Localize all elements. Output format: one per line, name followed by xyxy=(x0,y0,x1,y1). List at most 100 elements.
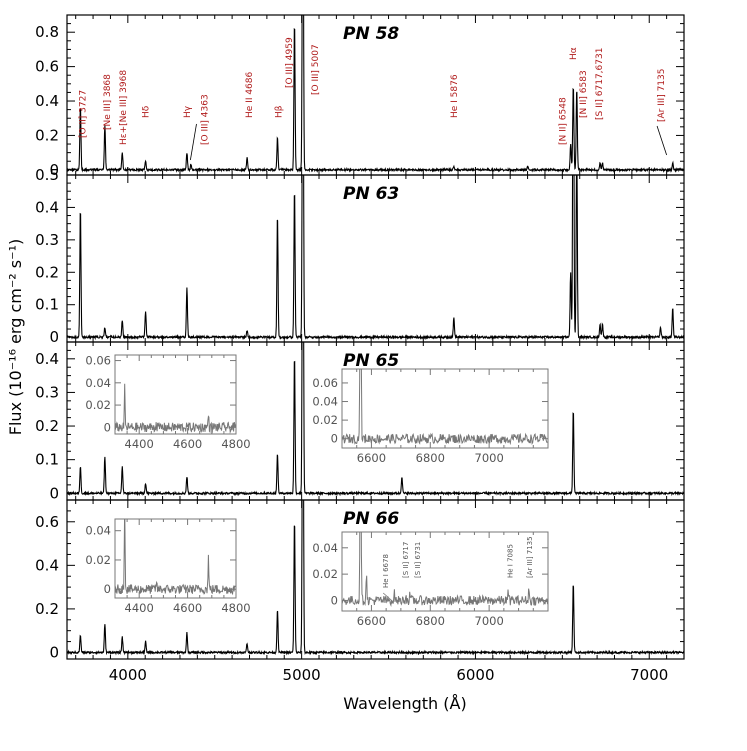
inset-x-tick-label: 4600 xyxy=(173,601,202,615)
inset-x-tick-label: 6600 xyxy=(357,451,386,465)
inset-line-label: He I 7085 xyxy=(506,544,514,578)
panel-pn-63: 0 0.1 0.2 0.3 0.4 0.5 PN 63 xyxy=(35,166,685,346)
inset-spectrum-line xyxy=(115,519,236,596)
inset-y-tick-label: 0 xyxy=(331,593,338,607)
inset-y-tick-label: 0.02 xyxy=(312,413,338,427)
inset-x-tick-label: 4600 xyxy=(173,437,202,451)
inset-x-tick-label: 4800 xyxy=(221,601,250,615)
panel-label: PN 65 xyxy=(343,351,399,371)
pointer-line xyxy=(656,125,667,156)
line-label: Hδ xyxy=(142,105,152,118)
line-label: [N II] 6548 xyxy=(558,97,568,145)
y-tick-label: 0 xyxy=(49,643,59,661)
inset-x-tick-label: 6800 xyxy=(416,614,445,628)
inset-blue: 4400 4600 4800 0 0.02 0.04 xyxy=(85,518,251,615)
y-tick-label: 0.2 xyxy=(35,600,59,618)
y-tick-label: 0.1 xyxy=(35,451,59,469)
inset-x-tick-label: 6800 xyxy=(416,451,445,465)
inset-y-tick-label: 0 xyxy=(104,420,111,434)
inset-y-tick-label: 0.04 xyxy=(85,524,111,538)
line-label: [S II] 6717,6731 xyxy=(595,48,605,120)
y-tick-label: 0.1 xyxy=(35,296,59,314)
line-label: [O III] 5007 xyxy=(311,44,321,95)
spectrum-line xyxy=(67,342,684,497)
inset-x-tick-label: 4400 xyxy=(125,601,154,615)
line-label: [O II] 3727 xyxy=(79,90,89,138)
inset-red: 6600 6800 7000 0 0.02 0.04 He I 6678 [S II] 671… xyxy=(312,531,549,628)
pointer-line xyxy=(190,123,197,161)
inset-frame xyxy=(114,518,237,599)
y-tick-label: 0.4 xyxy=(35,556,59,574)
y-tick-label: 0.5 xyxy=(35,166,59,184)
y-tick-label: 0.4 xyxy=(35,350,59,368)
line-label: [O III] 4959 xyxy=(285,37,295,88)
inset-y-tick-label: 0.06 xyxy=(85,354,111,368)
inset-y-tick-label: 0.04 xyxy=(312,395,338,409)
line-label: [Ar III] 7135 xyxy=(657,69,667,122)
line-label: Hβ xyxy=(275,105,285,118)
inset-spectrum-line xyxy=(115,383,236,434)
panel-label: PN 58 xyxy=(343,24,399,44)
inset-x-tick-label: 6600 xyxy=(357,614,386,628)
inset-line-label: [Ar III] 7135 xyxy=(526,536,534,578)
spectrum-line xyxy=(67,15,684,173)
inset-x-tick-label: 4400 xyxy=(125,437,154,451)
inset-x-tick-label: 7000 xyxy=(475,614,504,628)
inset-line-label: He I 6678 xyxy=(382,554,390,588)
y-tick-label: 0.3 xyxy=(35,231,59,249)
spectrum-line xyxy=(67,175,684,341)
line-label: He I 5876 xyxy=(450,74,460,118)
inset-pointer-line xyxy=(382,592,394,603)
panel-frame xyxy=(66,499,685,660)
inset-y-tick-label: 0.06 xyxy=(312,376,338,390)
inset-line-label: [S II] 6717 xyxy=(402,542,410,578)
line-label: [N II] 6583 xyxy=(579,70,589,118)
y-tick-label: 0.4 xyxy=(35,198,59,216)
inset-blue: 4400 4600 4800 0 0.02 0.04 0.06 xyxy=(85,354,250,451)
y-tick-label: 0.2 xyxy=(35,126,59,144)
y-tick-label: 0.6 xyxy=(35,513,59,531)
inset-frame xyxy=(114,354,237,435)
inset-spectrum-line xyxy=(342,532,548,608)
inset-y-tick-label: 0.02 xyxy=(312,567,338,581)
inset-y-tick-label: 0.04 xyxy=(312,541,338,555)
inset-red: 6600 6800 7000 0 0.02 0.04 0.06 xyxy=(312,368,549,465)
spectrum-line xyxy=(67,500,684,656)
inset-spectrum-line xyxy=(342,369,548,446)
y-tick-label: 0.6 xyxy=(35,58,59,76)
panel-pn-58: 0 0.2 0.4 0.6 0.8 PN 58 [O II] 3727 [Ne III] 38… xyxy=(35,14,685,179)
x-tick-label: 7000 xyxy=(630,666,668,684)
inset-x-tick-label: 4800 xyxy=(221,437,250,451)
y-tick-label: 0 xyxy=(49,328,59,346)
inset-y-tick-label: 0 xyxy=(331,432,338,446)
y-axis-label: Flux (10⁻¹⁶ erg cm⁻² s⁻¹) xyxy=(6,239,25,435)
x-tick-label: 5000 xyxy=(283,666,321,684)
inset-y-tick-label: 0.02 xyxy=(85,553,111,567)
line-label: [O III] 4363 xyxy=(200,94,210,145)
y-tick-label: 0.4 xyxy=(35,92,59,110)
line-label: [Ne III] 3868 xyxy=(103,74,113,130)
inset-y-tick-label: 0 xyxy=(104,582,111,596)
y-tick-label: 0 xyxy=(49,161,59,179)
inset-x-tick-label: 7000 xyxy=(475,451,504,465)
line-label: He II 4686 xyxy=(245,71,255,118)
panel-label: PN 63 xyxy=(343,184,399,204)
panel-label: PN 66 xyxy=(343,509,399,529)
inset-line-label: [S II] 6731 xyxy=(414,542,422,578)
x-tick-label: 4000 xyxy=(109,666,147,684)
panel-pn-65: 0 0.1 0.2 0.3 0.4 PN 65 4400 4600 4800 0 0.02 0.04 0… xyxy=(35,341,685,502)
x-tick-label: 6000 xyxy=(456,666,494,684)
line-label: Hγ xyxy=(183,105,193,118)
inset-y-tick-label: 0.04 xyxy=(85,376,111,390)
y-tick-label: 0.2 xyxy=(35,263,59,281)
y-tick-label: 0.8 xyxy=(35,23,59,41)
x-axis-label: Wavelength (Å) xyxy=(343,694,466,713)
line-label: Hε+[Ne III] 3968 xyxy=(119,70,129,145)
inset-y-tick-label: 0.02 xyxy=(85,398,111,412)
y-tick-label: 0.2 xyxy=(35,417,59,435)
y-tick-label: 0 xyxy=(49,484,59,502)
line-label: Hα xyxy=(569,47,579,60)
